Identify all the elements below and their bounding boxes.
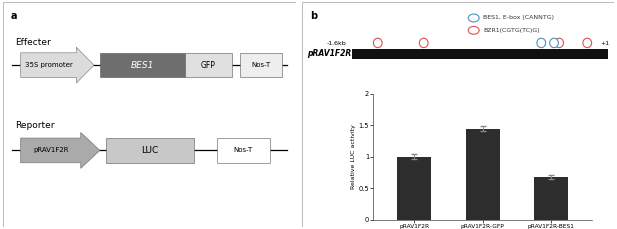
Text: BZR1(CGTG(TC)G): BZR1(CGTG(TC)G) <box>483 28 540 33</box>
Text: BES1: BES1 <box>131 61 154 70</box>
Text: a: a <box>10 11 17 21</box>
Text: -1.6kb: -1.6kb <box>327 41 347 46</box>
FancyBboxPatch shape <box>302 2 614 227</box>
Ellipse shape <box>373 38 382 48</box>
Ellipse shape <box>555 38 563 48</box>
Ellipse shape <box>420 38 428 48</box>
Polygon shape <box>20 132 100 168</box>
Text: BES1, E-box (CANNTG): BES1, E-box (CANNTG) <box>483 16 554 21</box>
Text: pRAV1F2R: pRAV1F2R <box>307 49 351 58</box>
Bar <box>534 177 568 220</box>
Text: LUC: LUC <box>141 146 158 155</box>
Text: pRAV1F2R: pRAV1F2R <box>33 147 68 153</box>
Ellipse shape <box>550 38 558 48</box>
Text: b: b <box>310 11 317 21</box>
Text: Reporter: Reporter <box>15 121 54 130</box>
Polygon shape <box>20 47 94 83</box>
Ellipse shape <box>468 26 479 34</box>
Text: +1: +1 <box>600 41 609 46</box>
Ellipse shape <box>537 38 545 48</box>
FancyBboxPatch shape <box>3 2 296 227</box>
Text: Nos-T: Nos-T <box>234 147 253 153</box>
Text: Nos-T: Nos-T <box>251 62 271 68</box>
Y-axis label: Relative LUC activity: Relative LUC activity <box>350 124 356 189</box>
Ellipse shape <box>583 38 592 48</box>
Bar <box>106 138 194 163</box>
Ellipse shape <box>468 14 479 22</box>
Bar <box>185 53 232 77</box>
Bar <box>217 138 270 163</box>
Text: GFP: GFP <box>201 61 216 70</box>
Text: 35S promoter: 35S promoter <box>25 62 72 68</box>
Bar <box>397 157 431 220</box>
Bar <box>100 53 185 77</box>
Bar <box>466 128 500 220</box>
Text: Effecter: Effecter <box>15 38 51 47</box>
Bar <box>241 53 281 77</box>
Bar <box>352 49 608 59</box>
